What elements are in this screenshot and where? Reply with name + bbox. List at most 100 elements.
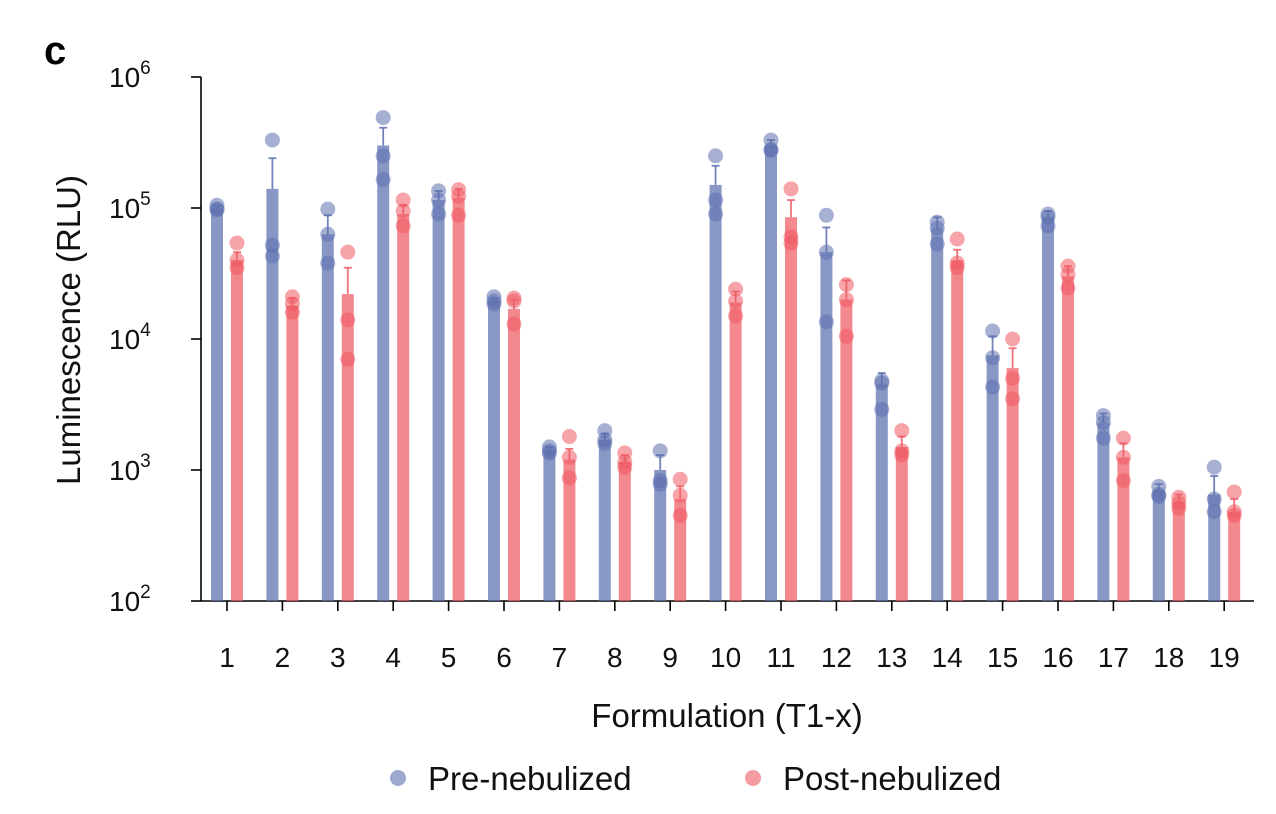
point-pre-nebulized-5-3 bbox=[431, 206, 447, 222]
x-tick-label-6: 6 bbox=[496, 642, 512, 673]
point-post-nebulized-1-3 bbox=[229, 260, 245, 276]
y-axis-ticks: 102 103 104 105 106 bbox=[109, 58, 201, 617]
y-tick-label-100: 102 bbox=[109, 582, 151, 617]
x-tick-label-13: 13 bbox=[876, 642, 907, 673]
x-axis-ticks: 1 2 3 4 5 6 7 8 9 10 11 12 13 14 15 16 17 18 19 bbox=[219, 601, 1240, 673]
legend-label-post-nebulized: Post-nebulized bbox=[783, 760, 1001, 797]
point-pre-nebulized-13-2 bbox=[874, 375, 890, 391]
point-post-nebulized-11-3 bbox=[783, 235, 799, 251]
point-post-nebulized-16-2 bbox=[1060, 267, 1076, 283]
bar-pre-nebulized-2 bbox=[266, 188, 279, 601]
point-pre-nebulized-14-3 bbox=[929, 236, 945, 252]
point-post-nebulized-19-1 bbox=[1226, 484, 1242, 500]
point-post-nebulized-7-1 bbox=[561, 429, 577, 445]
point-post-nebulized-5-3 bbox=[451, 207, 467, 223]
x-tick-label-12: 12 bbox=[821, 642, 852, 673]
point-post-nebulized-1-1 bbox=[229, 235, 245, 251]
point-pre-nebulized-9-1 bbox=[652, 443, 668, 459]
point-pre-nebulized-4-3 bbox=[375, 172, 391, 188]
bar-post-nebulized-5 bbox=[452, 197, 465, 601]
x-tick-label-7: 7 bbox=[552, 642, 568, 673]
point-pre-nebulized-18-3 bbox=[1151, 488, 1167, 504]
point-post-nebulized-3-2 bbox=[340, 312, 356, 328]
point-post-nebulized-12-3 bbox=[838, 328, 854, 344]
x-tick-label-1: 1 bbox=[219, 642, 235, 673]
point-pre-nebulized-2-1 bbox=[264, 132, 280, 148]
point-pre-nebulized-15-1 bbox=[985, 323, 1001, 339]
bar-post-nebulized-7 bbox=[563, 459, 576, 601]
bar-post-nebulized-6 bbox=[508, 308, 520, 601]
x-tick-label-16: 16 bbox=[1042, 642, 1073, 673]
point-pre-nebulized-15-3 bbox=[985, 379, 1001, 395]
bar-post-nebulized-12 bbox=[840, 299, 853, 601]
point-post-nebulized-19-3 bbox=[1226, 507, 1242, 523]
bar-pre-nebulized-18 bbox=[1152, 490, 1165, 601]
x-tick-label-8: 8 bbox=[607, 642, 623, 673]
point-pre-nebulized-12-3 bbox=[818, 314, 834, 330]
point-pre-nebulized-15-2 bbox=[985, 350, 1001, 366]
point-post-nebulized-6-2 bbox=[506, 293, 522, 309]
x-tick-label-15: 15 bbox=[987, 642, 1018, 673]
point-pre-nebulized-4-1 bbox=[375, 110, 391, 126]
x-tick-label-3: 3 bbox=[330, 642, 346, 673]
bar-post-nebulized-17 bbox=[1117, 457, 1130, 601]
point-post-nebulized-4-3 bbox=[395, 218, 411, 234]
point-pre-nebulized-10-3 bbox=[708, 206, 724, 222]
legend-label-pre-nebulized: Pre-nebulized bbox=[428, 760, 632, 797]
point-pre-nebulized-12-2 bbox=[818, 244, 834, 260]
legend-marker-pre-nebulized bbox=[390, 770, 406, 786]
point-post-nebulized-11-1 bbox=[783, 181, 799, 197]
point-post-nebulized-13-1 bbox=[894, 423, 910, 439]
point-post-nebulized-14-3 bbox=[949, 260, 965, 276]
y-axis-title: Luminescence (RLU) bbox=[50, 175, 87, 485]
point-pre-nebulized-11-3 bbox=[763, 142, 779, 158]
x-tick-label-10: 10 bbox=[710, 642, 741, 673]
x-tick-label-18: 18 bbox=[1153, 642, 1184, 673]
bar-pre-nebulized-3 bbox=[321, 234, 334, 602]
point-pre-nebulized-19-2 bbox=[1206, 491, 1222, 507]
point-post-nebulized-7-3 bbox=[561, 470, 577, 486]
bar-pre-nebulized-11 bbox=[765, 145, 777, 601]
point-pre-nebulized-7-3 bbox=[541, 445, 557, 461]
bar-post-nebulized-2 bbox=[286, 305, 299, 601]
bar-pre-nebulized-8 bbox=[598, 439, 611, 601]
x-tick-label-19: 19 bbox=[1209, 642, 1240, 673]
point-post-nebulized-12-2 bbox=[838, 292, 854, 308]
x-tick-label-14: 14 bbox=[932, 642, 963, 673]
bar-pre-nebulized-5 bbox=[432, 200, 445, 601]
panel-label: c bbox=[44, 29, 66, 73]
point-pre-nebulized-8-3 bbox=[597, 435, 613, 451]
point-pre-nebulized-16-3 bbox=[1040, 218, 1056, 234]
bar-post-nebulized-15 bbox=[1006, 368, 1019, 601]
y-tick-label-100000: 105 bbox=[109, 189, 151, 224]
bar-post-nebulized-18 bbox=[1172, 501, 1185, 601]
bar-pre-nebulized-1 bbox=[211, 209, 223, 601]
bar-pre-nebulized-9 bbox=[654, 470, 667, 601]
point-post-nebulized-6-3 bbox=[506, 316, 522, 332]
bar-pre-nebulized-7 bbox=[543, 450, 556, 601]
bar-post-nebulized-1 bbox=[231, 260, 243, 601]
point-pre-nebulized-10-2 bbox=[708, 192, 724, 208]
bar-post-nebulized-13 bbox=[895, 446, 908, 601]
point-post-nebulized-4-2 bbox=[395, 203, 411, 219]
point-pre-nebulized-1-3 bbox=[209, 202, 225, 218]
point-post-nebulized-10-3 bbox=[728, 308, 744, 324]
bar-post-nebulized-11 bbox=[785, 217, 797, 601]
point-post-nebulized-14-1 bbox=[949, 231, 965, 247]
point-post-nebulized-3-1 bbox=[340, 244, 356, 260]
bar-pre-nebulized-16 bbox=[1042, 217, 1054, 601]
point-post-nebulized-15-1 bbox=[1005, 331, 1021, 347]
legend: Pre-nebulized Post-nebulized bbox=[390, 760, 1001, 797]
bar-pre-nebulized-13 bbox=[875, 384, 888, 601]
y-tick-label-10000: 104 bbox=[109, 320, 151, 355]
x-axis-title: Formulation (T1-x) bbox=[591, 697, 862, 734]
point-post-nebulized-17-3 bbox=[1115, 473, 1131, 489]
bar-pre-nebulized-17 bbox=[1097, 422, 1110, 601]
point-pre-nebulized-3-3 bbox=[320, 255, 336, 271]
bar-pre-nebulized-6 bbox=[488, 301, 500, 601]
point-post-nebulized-5-2 bbox=[451, 188, 467, 204]
bar-pre-nebulized-10 bbox=[709, 184, 722, 601]
bar-pre-nebulized-15 bbox=[986, 355, 999, 601]
point-post-nebulized-9-3 bbox=[672, 507, 688, 523]
